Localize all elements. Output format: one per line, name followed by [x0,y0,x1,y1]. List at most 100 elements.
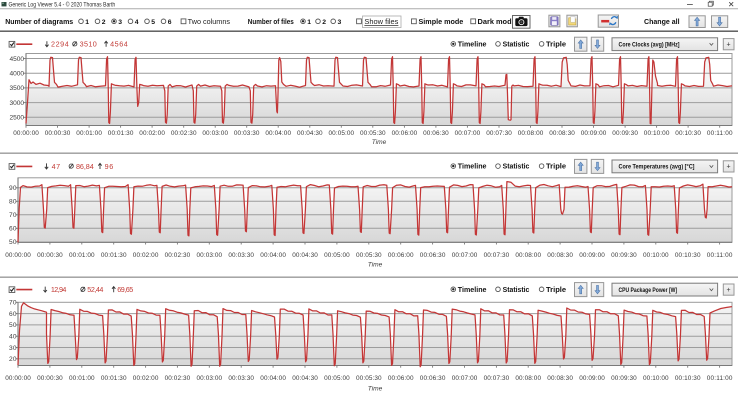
svg-text:00:00:30: 00:00:30 [45,130,71,137]
svg-text:00:02:00: 00:02:00 [133,375,159,382]
svg-text:3: 3 [338,19,342,26]
svg-text:4: 4 [135,19,139,26]
svg-text:Number of files: Number of files [248,19,294,26]
svg-text:00:10:30: 00:10:30 [675,375,701,382]
svg-text:30: 30 [9,345,17,352]
svg-text:Triple: Triple [546,164,566,171]
svg-text:40: 40 [9,334,17,341]
svg-text:00:05:30: 00:05:30 [356,375,382,382]
svg-text:4000: 4000 [10,71,25,78]
svg-text:Time: Time [368,385,383,392]
svg-text:Simple mode: Simple mode [419,19,464,26]
svg-text:Time: Time [368,262,383,269]
svg-text:00:03:30: 00:03:30 [228,375,254,382]
svg-text:Generic Log Viewer 5.4 - © 202: Generic Log Viewer 5.4 - © 2020 Thomas B… [9,2,116,9]
svg-text:00:09:30: 00:09:30 [611,252,637,259]
svg-text:00:03:00: 00:03:00 [197,252,223,259]
svg-text:00:02:30: 00:02:30 [171,130,197,137]
svg-text:52,44: 52,44 [87,285,103,294]
svg-text:00:08:30: 00:08:30 [547,252,573,259]
svg-text:Statistic: Statistic [503,41,530,48]
svg-text:00:06:00: 00:06:00 [388,252,414,259]
svg-text:00:09:00: 00:09:00 [581,130,607,137]
svg-text:00:00:00: 00:00:00 [5,375,31,382]
svg-text:Change all: Change all [644,19,680,26]
svg-text:Time: Time [372,139,387,146]
svg-text:00:04:00: 00:04:00 [260,252,286,259]
svg-text:3510: 3510 [80,40,97,49]
svg-text:00:04:30: 00:04:30 [297,130,323,137]
svg-text:00:02:00: 00:02:00 [139,130,165,137]
svg-text:Two columns: Two columns [188,19,231,26]
svg-text:3000: 3000 [10,100,25,107]
svg-text:00:06:00: 00:06:00 [388,375,414,382]
svg-text:00:03:30: 00:03:30 [228,252,254,259]
svg-text:00:08:00: 00:08:00 [518,130,544,137]
svg-text:2: 2 [322,19,326,26]
svg-text:00:11:00: 00:11:00 [707,375,733,382]
svg-text:4564: 4564 [110,40,128,49]
svg-text:60: 60 [9,226,17,233]
svg-text:00:07:30: 00:07:30 [484,375,510,382]
svg-text:96: 96 [105,162,114,171]
svg-text:00:11:00: 00:11:00 [707,252,733,259]
svg-text:00:09:30: 00:09:30 [612,130,638,137]
svg-text:00:08:30: 00:08:30 [547,375,573,382]
svg-text:Triple: Triple [546,287,566,294]
svg-text:00:00:00: 00:00:00 [13,130,39,137]
svg-text:00:02:30: 00:02:30 [165,375,191,382]
svg-text:1: 1 [307,19,311,26]
svg-text:+: + [727,287,731,294]
svg-text:00:10:00: 00:10:00 [643,375,669,382]
svg-text:00:03:00: 00:03:00 [197,375,223,382]
svg-text:00:01:30: 00:01:30 [108,130,134,137]
svg-text:00:05:30: 00:05:30 [356,252,382,259]
svg-text:6: 6 [168,19,172,26]
svg-text:+: + [727,164,731,171]
svg-text:00:00:30: 00:00:30 [37,375,63,382]
svg-text:47: 47 [52,162,61,171]
svg-text:Timeline: Timeline [458,287,487,294]
svg-text:Core Clocks (avg) [MHz]: Core Clocks (avg) [MHz] [619,42,680,49]
svg-text:00:11:00: 00:11:00 [707,130,733,137]
svg-text:Statistic: Statistic [503,164,530,171]
svg-text:00:10:00: 00:10:00 [643,252,669,259]
svg-text:00:02:00: 00:02:00 [133,252,159,259]
svg-text:00:01:00: 00:01:00 [69,375,95,382]
svg-text:00:07:30: 00:07:30 [486,130,512,137]
svg-text:Triple: Triple [546,41,566,48]
svg-text:50: 50 [9,239,17,246]
svg-text:3: 3 [118,19,122,26]
svg-text:00:05:00: 00:05:00 [324,375,350,382]
svg-text:00:01:00: 00:01:00 [69,252,95,259]
svg-text:00:03:00: 00:03:00 [202,130,228,137]
svg-text:00:06:30: 00:06:30 [423,130,449,137]
svg-text:00:08:00: 00:08:00 [515,375,541,382]
svg-text:86,84: 86,84 [76,162,94,171]
svg-text:1: 1 [85,19,89,26]
svg-text:00:04:30: 00:04:30 [292,375,318,382]
svg-text:00:06:30: 00:06:30 [420,252,446,259]
svg-text:00:01:00: 00:01:00 [76,130,102,137]
svg-text:00:09:00: 00:09:00 [579,375,605,382]
svg-text:70: 70 [9,300,17,307]
svg-text:00:07:00: 00:07:00 [452,252,478,259]
svg-text:00:06:30: 00:06:30 [420,375,446,382]
svg-text:00:00:30: 00:00:30 [37,252,63,259]
svg-text:00:09:30: 00:09:30 [611,375,637,382]
svg-text:Timeline: Timeline [458,41,487,48]
svg-text:00:09:00: 00:09:00 [579,252,605,259]
svg-text:20: 20 [9,356,17,363]
svg-text:00:05:30: 00:05:30 [360,130,386,137]
svg-text:00:04:00: 00:04:00 [265,130,291,137]
svg-text:00:05:00: 00:05:00 [324,252,350,259]
svg-text:Statistic: Statistic [503,287,530,294]
svg-text:CPU Package Power [W]: CPU Package Power [W] [619,287,678,294]
svg-text:00:10:30: 00:10:30 [675,130,701,137]
svg-text:00:05:00: 00:05:00 [329,130,355,137]
svg-text:00:08:30: 00:08:30 [549,130,575,137]
svg-text:60: 60 [9,311,17,318]
svg-text:70: 70 [9,212,17,219]
svg-text:90: 90 [9,185,17,192]
svg-text:12,94: 12,94 [51,285,67,294]
